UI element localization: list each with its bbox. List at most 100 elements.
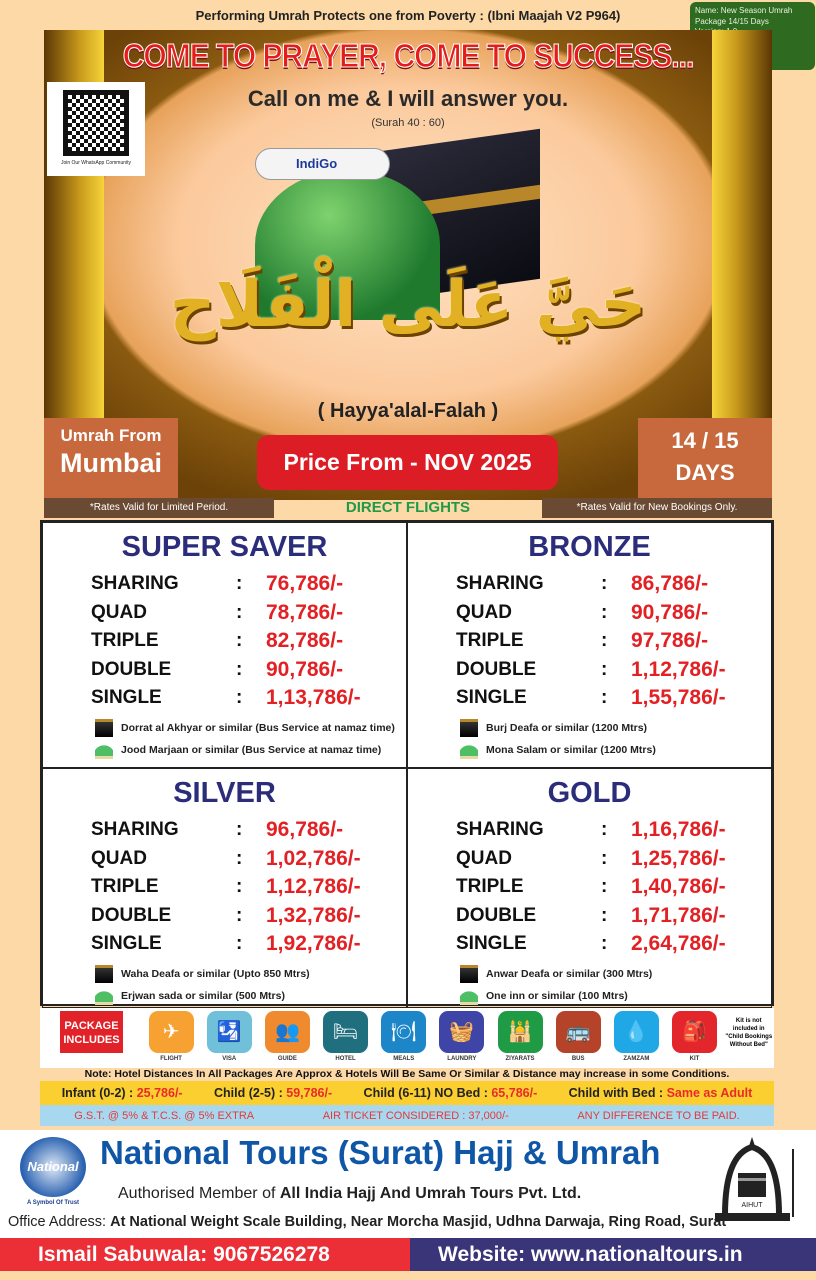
airplane-icon: ✈ [148, 1011, 194, 1053]
rate-row: SHARING: 76,786/- [43, 570, 406, 599]
water-bottle-icon: 💧 [613, 1011, 659, 1053]
rate-row: DOUBLE: 1,71,786/- [408, 902, 771, 931]
separator: : [601, 933, 608, 955]
rate-row: TRIPLE: 82,786/- [43, 627, 406, 656]
green-dome-icon [95, 740, 113, 759]
package-title: SUPER SAVER [121, 531, 328, 563]
room-price: 1,12,786/- [631, 657, 726, 681]
room-price: 1,32,786/- [266, 903, 361, 927]
child-rate: Child (2-5) : 59,786/- [214, 1086, 332, 1100]
rate-row: SINGLE: 2,64,786/- [408, 930, 771, 959]
rate-row: QUAD: 1,25,786/- [408, 845, 771, 874]
hotel-note: Note: Hotel Distances In All Packages Ar… [84, 1068, 730, 1080]
national-logo: National [20, 1137, 86, 1197]
separator: : [236, 819, 243, 841]
separator: : [601, 687, 608, 709]
bus-icon: 🚌 [555, 1011, 601, 1053]
rate-row: QUAD: 1,02,786/- [43, 845, 406, 874]
include-item: 🍽 MEALS [375, 1011, 433, 1062]
duration-days: 14 / 15 [671, 428, 739, 453]
rate-row: QUAD: 90,786/- [408, 599, 771, 628]
kaaba-icon [460, 964, 478, 983]
include-item: ✈ FLIGHT [142, 1011, 200, 1062]
child-rates-bar: Infant (0-2) : 25,786/- Child (2-5) : 59,… [40, 1081, 774, 1105]
room-type: QUAD [91, 847, 147, 869]
room-price: 78,786/- [266, 600, 344, 624]
aihut-text: AIHUT [742, 1202, 764, 1209]
rate-row: SINGLE: 1,55,786/- [408, 684, 771, 713]
price-from-badge: Price From - NOV 2025 [257, 435, 558, 490]
package-title: BRONZE [528, 531, 651, 563]
airplane-image: IndiGo [255, 148, 390, 180]
hotel-name: Dorrat al Akhyar or similar (Bus Service… [121, 721, 395, 734]
separator: : [236, 658, 243, 680]
include-label: GUIDE [277, 1056, 297, 1062]
hotel-name: Burj Deafa or similar (1200 Mtrs) [486, 721, 648, 734]
hotel-name: Anwar Deafa or similar (300 Mtrs) [486, 967, 653, 980]
laundry-icon: 🧺 [439, 1011, 485, 1053]
quote-reference: (Surah 40 : 60) [371, 117, 445, 129]
duration-box: 14 / 15 DAYS [638, 418, 772, 498]
kit-note: Kit is not included in "Child Bookings W… [725, 1018, 773, 1048]
rate-row: SHARING: 1,16,786/- [408, 816, 771, 845]
hotel-name: Erjwan sada or similar (500 Mtrs) [121, 989, 285, 1002]
child-rate-label: Child (2-5) : [214, 1086, 283, 1100]
kit-icon: 🎒 [671, 1011, 717, 1053]
include-item: 🚌 BUS [549, 1011, 607, 1062]
authorisation: Authorised Member of All India Hajj And … [118, 1185, 581, 1203]
room-type: SINGLE [91, 933, 162, 955]
rate-row: TRIPLE: 97,786/- [408, 627, 771, 656]
rate-row: DOUBLE: 1,32,786/- [43, 902, 406, 931]
madinah-hotel: Jood Marjaan or similar (Bus Service at … [43, 739, 406, 761]
separator: : [601, 630, 608, 652]
duration-unit: DAYS [675, 460, 735, 485]
room-price: 1,16,786/- [631, 818, 726, 842]
qr-code[interactable]: Join Our WhatsApp Community [47, 82, 145, 176]
include-item: 👥 GUIDE [258, 1011, 316, 1062]
website-link[interactable]: Website: www.nationaltours.in [410, 1238, 816, 1271]
auth-prefix: Authorised Member of [118, 1185, 276, 1202]
room-type: QUAD [456, 847, 512, 869]
contact-phone[interactable]: Ismail Sabuwala: 9067526278 [0, 1238, 410, 1271]
room-type: SINGLE [91, 687, 162, 709]
packages-grid: SUPER SAVER SHARING: 76,786/- QUAD: 78,786/-… [40, 520, 774, 1008]
direct-flights: DIRECT FLIGHTS [345, 499, 471, 516]
madinah-hotel: Erjwan sada or similar (500 Mtrs) [43, 985, 406, 1007]
separator: : [601, 847, 608, 869]
package-card: SILVER SHARING: 96,786/- QUAD: 1,02,786/- TRI… [42, 768, 407, 1008]
include-label: BUS [571, 1056, 585, 1062]
room-type: SHARING [456, 819, 544, 841]
room-type: SHARING [91, 573, 179, 595]
makkah-hotel: Dorrat al Akhyar or similar (Bus Service… [43, 717, 406, 739]
room-price: 86,786/- [631, 572, 709, 596]
rate-row: TRIPLE: 1,12,786/- [43, 873, 406, 902]
madinah-hotel: Mona Salam or similar (1200 Mtrs) [408, 739, 771, 761]
makkah-hotel: Burj Deafa or similar (1200 Mtrs) [408, 717, 771, 739]
separator: : [236, 933, 243, 955]
include-item: 🛂 VISA [200, 1011, 258, 1062]
mosque-icon: 🕌 [497, 1011, 543, 1053]
tag-line: Name: New Season Umrah [695, 6, 793, 15]
office-value: At National Weight Scale Building, Near … [110, 1214, 727, 1230]
separator: : [236, 601, 243, 623]
room-price: 96,786/- [266, 818, 344, 842]
rate-row: DOUBLE: 90,786/- [43, 656, 406, 685]
cloche-icon: 🍽 [381, 1011, 427, 1053]
rates-valid-right: *Rates Valid for New Bookings Only. [542, 498, 772, 518]
child-rate-label: Child with Bed : [568, 1086, 664, 1100]
separator: : [601, 573, 608, 595]
guide-icon: 👥 [264, 1011, 310, 1053]
separator: : [236, 876, 243, 898]
package-card: GOLD SHARING: 1,16,786/- QUAD: 1,25,786/- TRI… [407, 768, 772, 1008]
rate-row: SINGLE: 1,13,786/- [43, 684, 406, 713]
kaaba-icon [95, 964, 113, 983]
package-title: GOLD [547, 777, 632, 809]
hotel-name: Jood Marjaan or similar (Bus Service at … [121, 743, 382, 756]
transliteration: ( Hayya'alal-Falah ) [317, 400, 499, 422]
child-rate-value: 25,786/- [136, 1086, 183, 1100]
green-dome-image [255, 170, 440, 320]
arabic-calligraphy: حَيَّ عَلَى الْفَلَاح [169, 268, 647, 342]
origin-box: Umrah From Mumbai [44, 418, 178, 498]
separator: : [236, 687, 243, 709]
footer [0, 1130, 816, 1238]
